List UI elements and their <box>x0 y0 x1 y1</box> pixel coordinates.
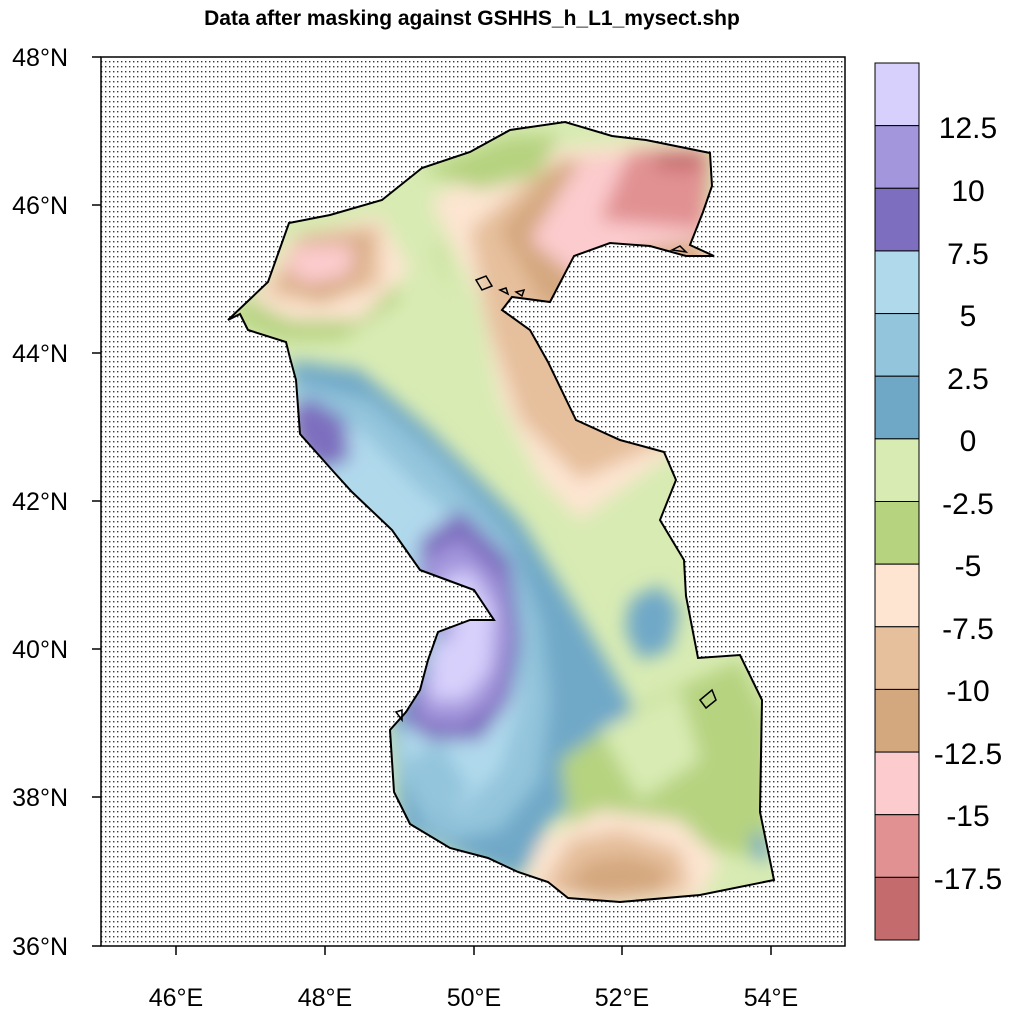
colorbar-label: 0 <box>960 425 977 458</box>
lat-tick-42: 42°N <box>12 488 68 516</box>
lon-tick-54: 54°E <box>744 984 798 1012</box>
lon-tick-46: 46°E <box>149 984 203 1012</box>
colorbar-label: 5 <box>960 300 977 333</box>
coastline <box>227 120 776 904</box>
colorbar <box>874 62 920 941</box>
colorbar-label: -10 <box>946 675 989 708</box>
map-title: Data after masking against GSHHS_h_L1_my… <box>204 7 740 30</box>
colorbar-swatch <box>874 688 920 753</box>
lon-axis <box>175 946 772 955</box>
coastal-islands <box>394 245 717 723</box>
colorbar-swatch <box>874 814 920 878</box>
lat-tick-44: 44°N <box>12 340 68 368</box>
colorbar-label: 2.5 <box>947 363 989 396</box>
colorbar-swatch <box>874 375 920 440</box>
colorbar-swatch <box>874 125 920 189</box>
lat-tick-48: 48°N <box>12 44 68 72</box>
colorbar-swatch <box>874 313 920 377</box>
lat-tick-38: 38°N <box>12 784 68 812</box>
colorbar-swatch <box>874 62 920 127</box>
colorbar-label: -5 <box>955 550 982 583</box>
colorbar-swatch <box>874 751 920 816</box>
lon-tick-50: 50°E <box>447 984 501 1012</box>
colorbar-label: -2.5 <box>942 488 994 521</box>
colorbar-label: 10 <box>951 175 984 208</box>
lat-tick-40: 40°N <box>12 636 68 664</box>
colorbar-swatch <box>874 501 920 565</box>
lon-tick-48: 48°E <box>298 984 352 1012</box>
lat-tick-36: 36°N <box>12 933 68 961</box>
colorbar-swatch <box>874 876 920 941</box>
lat-axis <box>92 56 101 947</box>
colorbar-swatch <box>874 563 920 628</box>
colorbar-swatch <box>874 626 920 690</box>
colorbar-swatch <box>874 438 920 503</box>
colorbar-label: 12.5 <box>939 112 997 145</box>
colorbar-label: -12.5 <box>934 738 1002 771</box>
colorbar-swatch <box>874 250 920 315</box>
lat-tick-46: 46°N <box>12 192 68 220</box>
colorbar-label: 7.5 <box>947 238 989 271</box>
colorbar-label: -15 <box>946 800 989 833</box>
lon-tick-52: 52°E <box>595 984 649 1012</box>
colorbar-label: -7.5 <box>942 613 994 646</box>
colorbar-swatch <box>874 187 920 252</box>
colorbar-labels: 12.5 10 7.5 5 2.5 0 -2.5 -5 -7.5 -10 -12… <box>934 112 1002 896</box>
colorbar-label: -17.5 <box>934 863 1002 896</box>
